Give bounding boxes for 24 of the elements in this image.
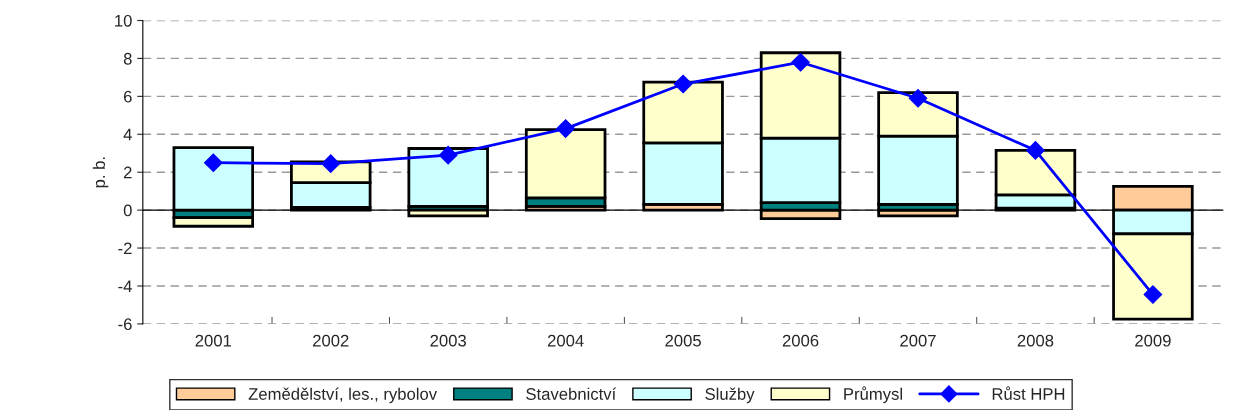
y-tick-label: 2	[123, 166, 132, 179]
x-tick-label: 2007	[900, 334, 936, 347]
y-tick-label: 10	[115, 14, 132, 27]
x-tick-label: 2001	[195, 334, 232, 347]
legend-label: Průmysl	[844, 386, 902, 404]
legend-label: Růst HPH	[992, 386, 1065, 400]
x-tick-label: 2008	[1017, 334, 1054, 347]
legend-label: Služby	[705, 387, 755, 404]
legend-label: Stavebnictví	[526, 387, 617, 400]
y-tick-label: 0	[123, 204, 132, 217]
x-tick-label: 2005	[665, 334, 701, 347]
y-tick-label: -4	[118, 280, 132, 293]
y-tick-label: 8	[123, 52, 132, 65]
y-axis-title: p. b.	[92, 157, 109, 188]
legend-label: Zemědělství, les., rybolov	[248, 387, 438, 404]
x-tick-label: 2006	[782, 334, 819, 347]
y-tick-label: 6	[123, 90, 132, 103]
x-tick-label: 2002	[313, 334, 349, 347]
y-tick-label: -2	[118, 242, 132, 255]
x-tick-label: 2003	[430, 334, 467, 347]
x-tick-label: 2004	[547, 334, 584, 347]
y-tick-label: -6	[118, 318, 132, 331]
y-tick-label: 4	[123, 128, 132, 141]
x-tick-label: 2009	[1135, 334, 1171, 347]
